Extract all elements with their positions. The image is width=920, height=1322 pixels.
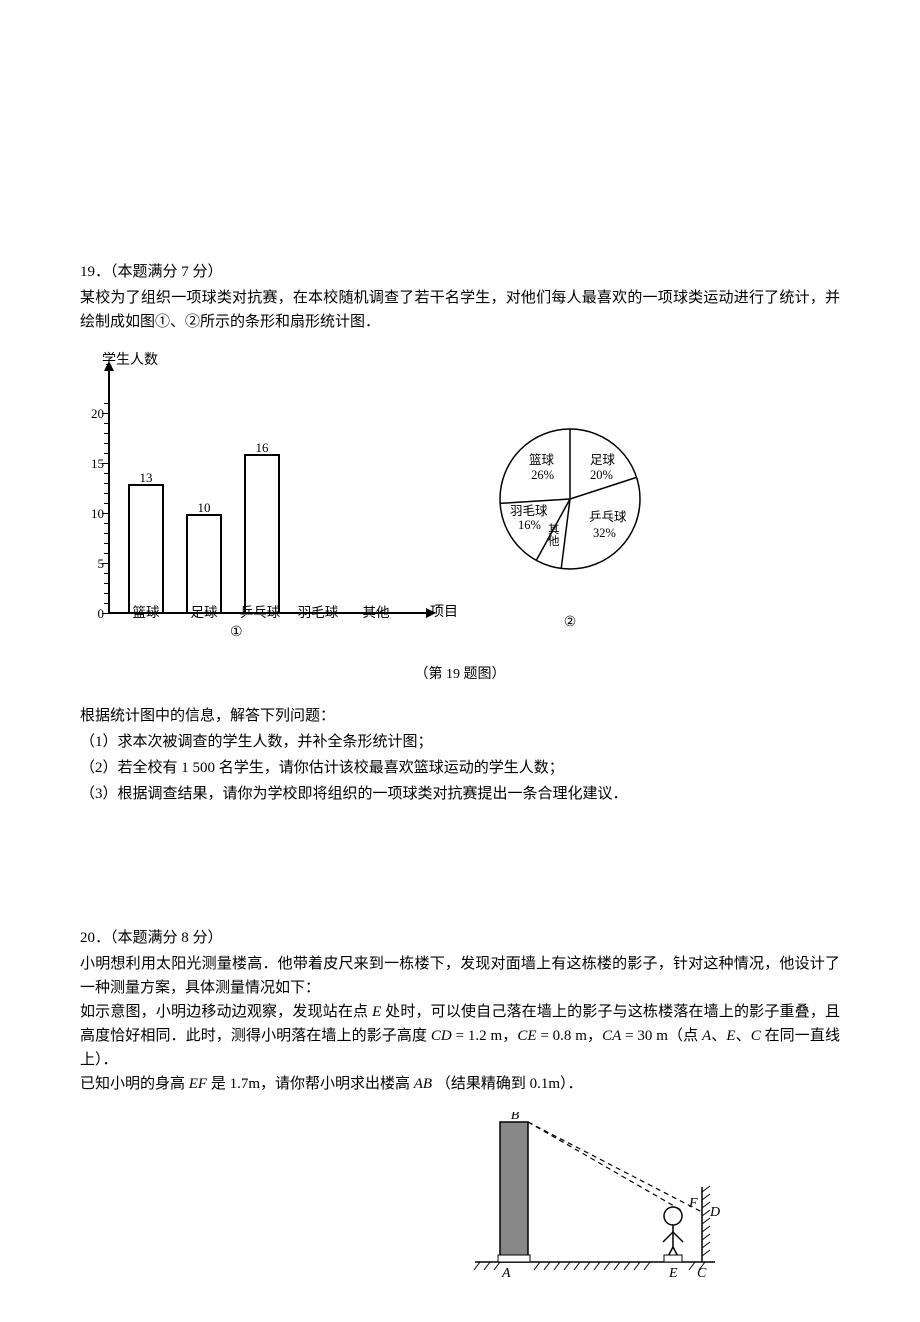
sun-ray-2 [528, 1122, 681, 1210]
person-base [664, 1255, 682, 1262]
y-tick-minor [104, 553, 108, 554]
cat-label: 其他 [351, 602, 401, 624]
bar-football: 10 [186, 514, 222, 614]
axes-area: 0 5 10 15 20 [108, 369, 428, 614]
y-tick-minor [104, 443, 108, 444]
building-diagram: B A E C F D [80, 1112, 840, 1282]
y-axis-arrow-icon [104, 361, 114, 371]
bar-chart: 学生人数 项目 0 5 10 15 20 [80, 354, 440, 654]
bar-label: 16 [246, 438, 278, 459]
problem-20-body2: 如示意图，小明边移动边观察，发现站在点 E 处时，可以使自己落在墙上的影子与这栋… [80, 1000, 840, 1072]
y-tick-label: 5 [82, 557, 104, 570]
label-E: E [668, 1266, 678, 1281]
y-tick-minor [104, 473, 108, 474]
y-tick-label: 20 [82, 407, 104, 420]
building-svg: B A E C F D [470, 1112, 730, 1282]
pie-svg: 足球 20% 篮球 26% 乒乓球 32% 羽毛球 16% 其 他 [485, 424, 655, 574]
y-axis [108, 369, 110, 614]
y-tick-minor [104, 573, 108, 574]
y-tick-minor [104, 593, 108, 594]
bar-label: 13 [130, 468, 162, 489]
bar-basketball: 13 [128, 484, 164, 614]
y-tick-minor [104, 503, 108, 504]
y-tick-minor [104, 433, 108, 434]
pie-chart: 足球 20% 篮球 26% 乒乓球 32% 羽毛球 16% 其 他 ② [470, 354, 670, 634]
y-tick-label: 15 [82, 457, 104, 470]
pie-slice-label-other-1: 其 [548, 523, 560, 536]
y-tick-minor [104, 483, 108, 484]
label-C: C [697, 1266, 707, 1281]
problem-number: 20．（本题满分 8 分） [80, 930, 223, 946]
pie-slice-label-other-2: 他 [548, 535, 560, 548]
y-tick-minor [104, 523, 108, 524]
pie-slice-pct: 16% [518, 518, 541, 532]
cat-label: 羽毛球 [293, 602, 343, 624]
problem-19-q2: （2）若全校有 1 500 名学生，请你估计该校最喜欢篮球运动的学生人数； [80, 756, 840, 780]
pie-chart-number: ② [470, 612, 670, 634]
problem-number: 19．（本题满分 7 分） [80, 264, 223, 280]
pie-slice-pct: 32% [593, 526, 616, 540]
bar-label: 10 [188, 498, 220, 519]
charts-row: 学生人数 项目 0 5 10 15 20 [80, 354, 840, 654]
pie-slice-pct: 20% [590, 468, 613, 482]
problem-19-body: 某校为了组织一项球类对抗赛，在本校随机调查了若干名学生，对他们每人最喜欢的一项球… [80, 286, 840, 334]
problem-20: 20．（本题满分 8 分） 小明想利用太阳光测量楼高．他带着皮尺来到一栋楼下，发… [80, 926, 840, 1282]
figure-caption: （第 19 题图） [80, 664, 840, 686]
y-tick-minor [104, 543, 108, 544]
label-B: B [511, 1112, 520, 1123]
sun-ray [528, 1122, 702, 1212]
person-arm [673, 1232, 683, 1242]
problem-20-body3: 已知小明的身高 EF 是 1.7m，请你帮小明求出楼高 AB （结果精确到 0.… [80, 1072, 840, 1096]
person-arm [663, 1232, 673, 1242]
problem-19: 19．（本题满分 7 分） 某校为了组织一项球类对抗赛，在本校随机调查了若干名学… [80, 260, 840, 806]
building-base [498, 1255, 530, 1262]
pie-slice-label: 羽毛球 [510, 504, 548, 518]
pie-slice-label: 篮球 [529, 452, 555, 467]
pie-slice-label: 足球 [590, 453, 616, 467]
problem-20-body1: 小明想利用太阳光测量楼高．他带着皮尺来到一栋楼下，发现对面墙上有这栋楼的影子，针… [80, 952, 840, 1000]
y-tick-label: 10 [82, 507, 104, 520]
x-axis-arrow-icon [426, 608, 436, 618]
label-F: F [688, 1196, 698, 1211]
bar-chart-number: ① [230, 622, 243, 644]
y-tick-minor [104, 533, 108, 534]
problem-19-prompt: 根据统计图中的信息，解答下列问题： [80, 704, 840, 728]
wall-hatch [702, 1186, 710, 1256]
building-rect [500, 1122, 528, 1262]
pie-slice-label: 乒乓球 [589, 510, 627, 524]
y-tick-label: 0 [82, 607, 104, 620]
y-tick-minor [104, 403, 108, 404]
y-tick-minor [104, 453, 108, 454]
bar-pingpong: 16 [244, 454, 280, 614]
label-D: D [709, 1205, 720, 1220]
cat-label: 篮球 [121, 602, 171, 624]
problem-19-q3: （3）根据调查结果，请你为学校即将组织的一项球类对抗赛提出一条合理化建议． [80, 782, 840, 806]
y-tick-minor [104, 423, 108, 424]
y-tick-minor [104, 583, 108, 584]
pie-slice-pct: 26% [531, 468, 554, 482]
cat-label: 足球 [179, 602, 229, 624]
y-tick-minor [104, 603, 108, 604]
cat-label: 乒乓球 [235, 602, 285, 624]
problem-20-header: 20．（本题满分 8 分） [80, 926, 840, 950]
label-A: A [501, 1266, 511, 1281]
y-tick-minor [104, 493, 108, 494]
problem-19-q1: （1）求本次被调查的学生人数，并补全条形统计图； [80, 730, 840, 754]
problem-19-header: 19．（本题满分 7 分） [80, 260, 840, 284]
